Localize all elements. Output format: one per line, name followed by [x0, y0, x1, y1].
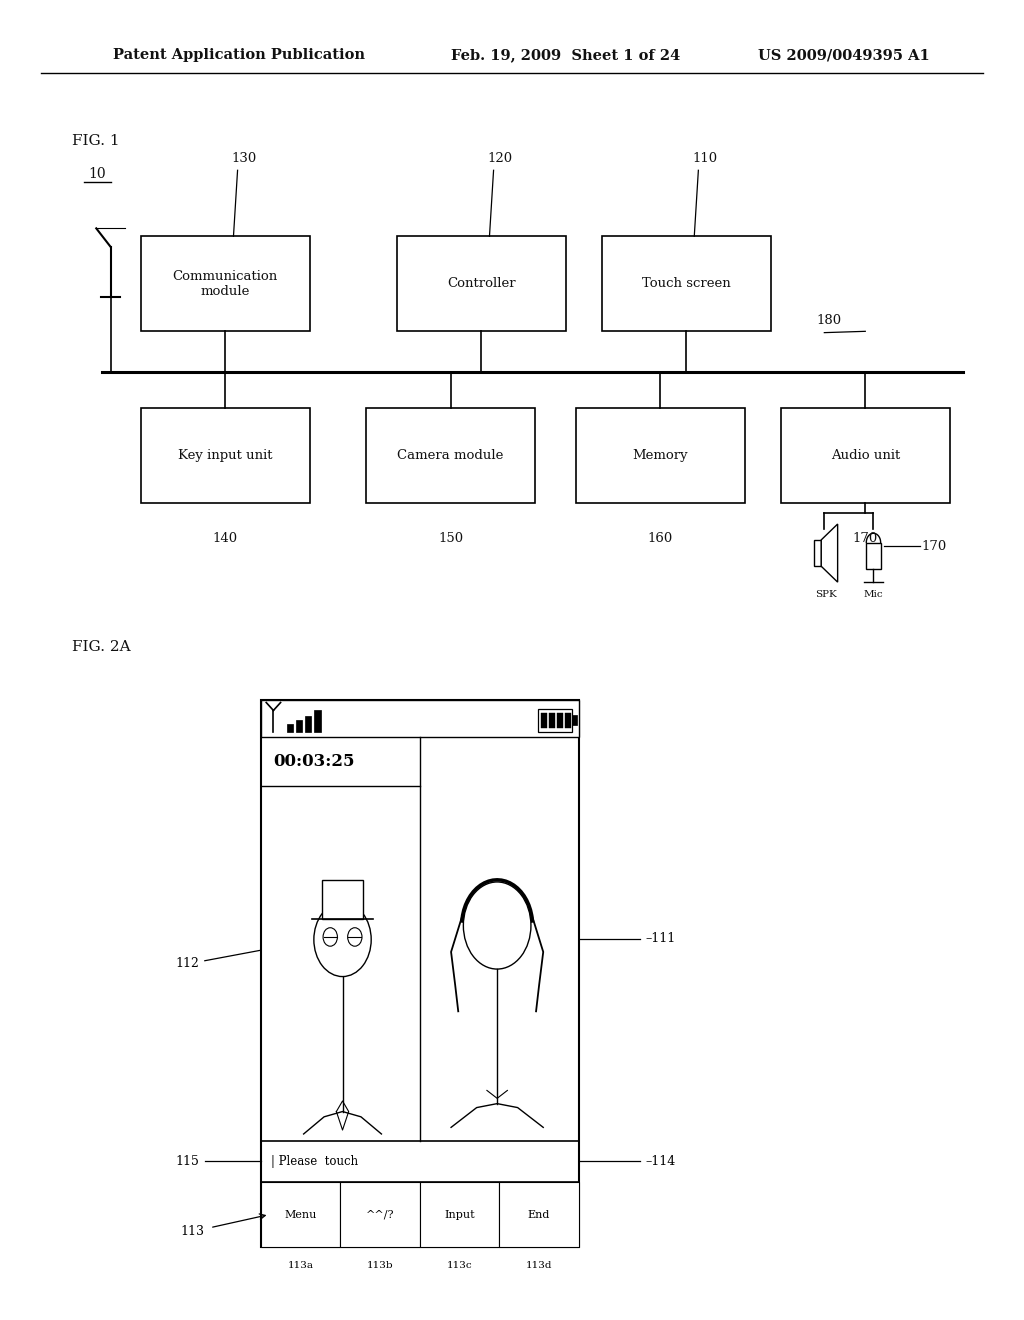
Text: 130: 130	[231, 152, 256, 165]
Bar	[557, 713, 563, 727]
Text: | Please  touch: | Please touch	[271, 1155, 358, 1168]
Text: Input: Input	[444, 1209, 475, 1220]
Bar	[549, 713, 555, 727]
Bar	[572, 715, 577, 725]
Bar	[322, 879, 362, 919]
Text: 10: 10	[88, 168, 106, 181]
Text: Camera module: Camera module	[397, 449, 504, 462]
Polygon shape	[821, 524, 838, 582]
Bar	[602, 236, 771, 331]
Bar	[141, 236, 309, 331]
Text: 115: 115	[176, 1155, 200, 1168]
Text: 113d: 113d	[525, 1261, 552, 1270]
Text: US 2009/0049395 A1: US 2009/0049395 A1	[758, 49, 930, 62]
Text: Audio unit: Audio unit	[830, 449, 900, 462]
Text: 113b: 113b	[367, 1261, 393, 1270]
Text: 110: 110	[692, 152, 717, 165]
Text: Menu: Menu	[285, 1209, 317, 1220]
Bar	[575, 408, 745, 503]
Bar	[538, 709, 572, 731]
Bar	[780, 408, 950, 503]
Text: 113a: 113a	[288, 1261, 313, 1270]
Text: FIG. 1: FIG. 1	[72, 135, 120, 148]
Text: 150: 150	[438, 532, 463, 545]
Bar	[261, 1181, 340, 1247]
Bar	[500, 1181, 579, 1247]
Text: 160: 160	[648, 532, 673, 545]
Text: –114: –114	[645, 1155, 676, 1168]
Text: 140: 140	[213, 532, 238, 545]
Text: FIG. 2A: FIG. 2A	[72, 640, 130, 653]
Bar	[287, 723, 293, 731]
Text: 113c: 113c	[446, 1261, 472, 1270]
Bar	[396, 236, 565, 331]
Text: 170: 170	[922, 540, 947, 553]
Text: SPK: SPK	[815, 590, 838, 599]
Text: Memory: Memory	[633, 449, 688, 462]
Text: Touch screen: Touch screen	[642, 277, 730, 290]
Text: ^^/?: ^^/?	[366, 1209, 394, 1220]
Text: Feb. 19, 2009  Sheet 1 of 24: Feb. 19, 2009 Sheet 1 of 24	[451, 49, 680, 62]
Bar	[420, 1181, 500, 1247]
Text: End: End	[527, 1209, 550, 1220]
Text: 170: 170	[853, 532, 878, 545]
Text: 120: 120	[487, 152, 512, 165]
Text: Controller: Controller	[446, 277, 516, 290]
Bar	[261, 700, 579, 1247]
Bar	[314, 710, 321, 731]
Text: 112: 112	[176, 957, 200, 970]
Bar	[261, 700, 579, 737]
Polygon shape	[814, 540, 821, 566]
Text: 113: 113	[181, 1225, 205, 1238]
Text: 180: 180	[817, 314, 842, 327]
Text: Key input unit: Key input unit	[178, 449, 272, 462]
Text: –111: –111	[645, 932, 676, 945]
Bar	[340, 1181, 420, 1247]
Text: Patent Application Publication: Patent Application Publication	[113, 49, 365, 62]
Bar	[541, 713, 547, 727]
Bar	[296, 719, 302, 731]
Text: 00:03:25: 00:03:25	[273, 752, 355, 770]
Bar	[367, 408, 535, 503]
Text: Mic: Mic	[863, 590, 884, 599]
Bar	[565, 713, 571, 727]
Bar	[141, 408, 309, 503]
Bar	[866, 543, 881, 569]
Bar	[305, 715, 311, 731]
Text: Communication
module: Communication module	[173, 269, 278, 298]
